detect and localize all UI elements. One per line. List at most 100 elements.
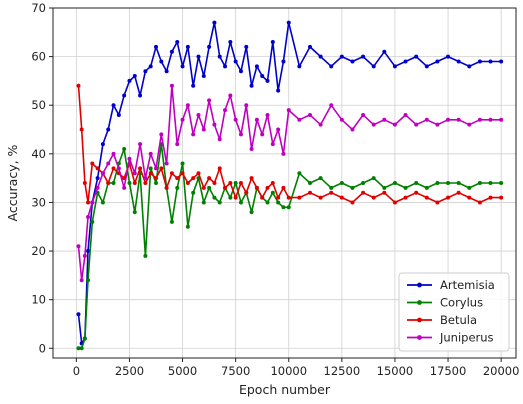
data-point-juniperus bbox=[265, 112, 270, 117]
data-point-juniperus bbox=[270, 142, 275, 147]
data-point-juniperus bbox=[196, 112, 201, 117]
data-point-corylus bbox=[414, 181, 419, 185]
data-point-artemisia bbox=[138, 93, 143, 98]
data-point-juniperus bbox=[329, 103, 334, 108]
data-point-artemisia bbox=[350, 59, 355, 64]
data-point-corylus bbox=[286, 205, 291, 210]
data-point-betula bbox=[217, 166, 222, 171]
data-point-artemisia bbox=[371, 64, 376, 69]
data-point-corylus bbox=[212, 195, 217, 200]
y-tick-label: 40 bbox=[31, 147, 46, 161]
data-point-artemisia bbox=[260, 74, 265, 79]
data-point-juniperus bbox=[223, 108, 228, 113]
data-point-juniperus bbox=[86, 215, 91, 220]
data-point-artemisia bbox=[100, 142, 105, 147]
data-point-artemisia bbox=[201, 74, 206, 79]
data-point-betula bbox=[143, 181, 148, 185]
data-point-artemisia bbox=[164, 69, 169, 74]
x-tick-label: 2500 bbox=[115, 364, 144, 378]
data-point-corylus bbox=[169, 219, 174, 224]
data-point-corylus bbox=[76, 346, 81, 351]
data-point-betula bbox=[148, 171, 153, 176]
data-point-betula bbox=[86, 200, 91, 205]
data-point-corylus bbox=[122, 146, 127, 151]
data-point-corylus bbox=[456, 181, 461, 185]
data-point-corylus bbox=[265, 200, 270, 205]
data-point-juniperus bbox=[154, 166, 159, 171]
data-point-juniperus bbox=[111, 151, 116, 156]
x-tick-label: 7500 bbox=[221, 364, 250, 378]
data-point-betula bbox=[281, 185, 286, 190]
legend-box bbox=[398, 272, 510, 352]
data-point-artemisia bbox=[122, 93, 127, 98]
data-point-artemisia bbox=[286, 20, 291, 25]
data-point-artemisia bbox=[499, 59, 504, 64]
data-point-corylus bbox=[297, 171, 302, 176]
data-point-artemisia bbox=[233, 59, 238, 64]
data-point-artemisia bbox=[446, 54, 451, 59]
data-point-corylus bbox=[143, 253, 148, 258]
data-point-betula bbox=[180, 171, 185, 176]
data-point-corylus bbox=[361, 181, 366, 185]
data-point-betula bbox=[350, 200, 355, 205]
data-point-juniperus bbox=[106, 161, 111, 166]
x-tick-label: 0 bbox=[73, 364, 80, 378]
data-point-artemisia bbox=[196, 54, 201, 59]
data-point-corylus bbox=[154, 181, 159, 185]
data-point-corylus bbox=[350, 185, 355, 190]
data-point-artemisia bbox=[169, 49, 174, 54]
data-point-artemisia bbox=[265, 78, 270, 83]
data-point-betula bbox=[403, 195, 408, 200]
data-point-artemisia bbox=[223, 64, 228, 69]
x-tick-label: 5000 bbox=[168, 364, 197, 378]
data-point-juniperus bbox=[212, 122, 217, 127]
data-point-corylus bbox=[207, 185, 212, 190]
legend: Artemisia Corylus Betula Juniperus bbox=[398, 272, 510, 352]
data-point-juniperus bbox=[286, 108, 291, 113]
data-point-artemisia bbox=[207, 44, 212, 49]
x-tick-label: 20000 bbox=[483, 364, 520, 378]
legend-label: Betula bbox=[440, 313, 477, 327]
data-point-artemisia bbox=[456, 59, 461, 64]
data-point-juniperus bbox=[180, 117, 185, 122]
x-axis-label: Epoch number bbox=[239, 382, 331, 397]
data-point-juniperus bbox=[276, 127, 281, 132]
data-point-betula bbox=[191, 176, 196, 181]
data-point-corylus bbox=[339, 181, 344, 185]
data-point-artemisia bbox=[254, 64, 259, 69]
data-point-corylus bbox=[371, 176, 376, 181]
data-point-juniperus bbox=[371, 122, 376, 127]
data-point-artemisia bbox=[392, 64, 397, 69]
data-point-juniperus bbox=[138, 142, 143, 147]
data-point-juniperus bbox=[90, 200, 95, 205]
legend-entry-corylus: Corylus bbox=[407, 296, 483, 310]
data-point-juniperus bbox=[185, 103, 190, 108]
data-point-betula bbox=[254, 185, 259, 190]
data-point-betula bbox=[238, 181, 243, 185]
data-point-juniperus bbox=[159, 132, 164, 137]
data-point-betula bbox=[456, 190, 461, 195]
data-point-betula bbox=[95, 166, 100, 171]
data-point-juniperus bbox=[148, 151, 153, 156]
data-point-artemisia bbox=[276, 88, 281, 93]
data-point-betula bbox=[164, 185, 169, 190]
data-point-juniperus bbox=[164, 161, 169, 166]
data-point-juniperus bbox=[175, 142, 180, 147]
data-point-corylus bbox=[90, 219, 95, 224]
data-point-betula bbox=[185, 181, 190, 185]
data-point-corylus bbox=[100, 200, 105, 205]
data-point-juniperus bbox=[477, 117, 482, 122]
data-point-artemisia bbox=[180, 64, 185, 69]
data-point-corylus bbox=[270, 190, 275, 195]
x-tick-label: 10000 bbox=[270, 364, 307, 378]
y-axis-label: Accuracy, % bbox=[5, 144, 20, 221]
series-line-artemisia bbox=[77, 21, 502, 345]
data-point-juniperus bbox=[244, 103, 249, 108]
data-point-betula bbox=[318, 195, 323, 200]
data-point-corylus bbox=[175, 185, 180, 190]
legend-entry-betula: Betula bbox=[407, 313, 477, 327]
data-point-juniperus bbox=[132, 171, 137, 176]
data-point-betula bbox=[76, 83, 81, 88]
legend-label: Juniperus bbox=[439, 331, 494, 345]
